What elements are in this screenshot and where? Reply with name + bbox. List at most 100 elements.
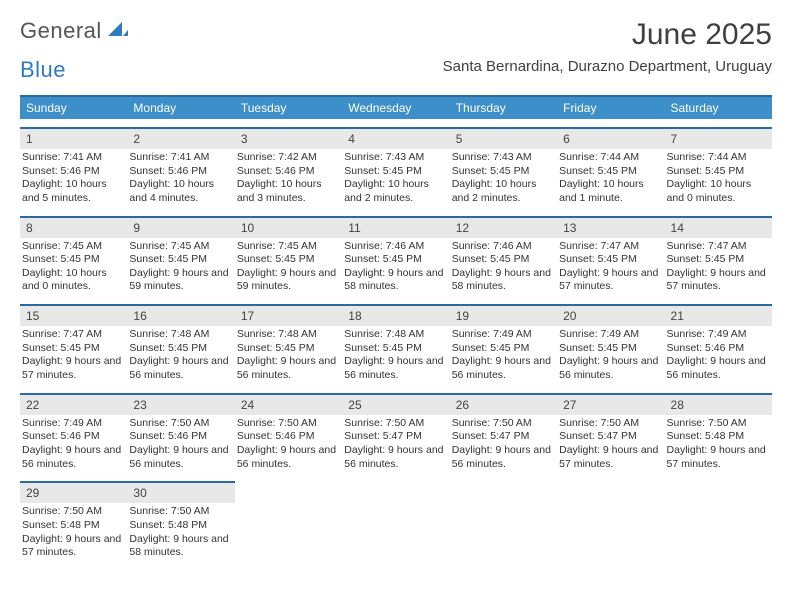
calendar-day: 13Sunrise: 7:47 AMSunset: 5:45 PMDayligh… [557,216,664,297]
weekday-header: Tuesday [235,97,342,119]
day-number: 25 [342,393,449,415]
sunrise-line: Sunrise: 7:49 AM [22,417,123,431]
day-details: Sunrise: 7:43 AMSunset: 5:45 PMDaylight:… [342,149,449,208]
day-number: 28 [665,393,772,415]
sunset-line: Sunset: 5:45 PM [344,342,445,356]
calendar-day-empty [665,481,772,562]
day-number: 6 [557,127,664,149]
calendar-day: 17Sunrise: 7:48 AMSunset: 5:45 PMDayligh… [235,304,342,385]
sunrise-line: Sunrise: 7:49 AM [667,328,768,342]
weekday-header: Saturday [665,97,772,119]
calendar-day: 11Sunrise: 7:46 AMSunset: 5:45 PMDayligh… [342,216,449,297]
day-number: 15 [20,304,127,326]
calendar-day: 1Sunrise: 7:41 AMSunset: 5:46 PMDaylight… [20,127,127,208]
day-number: 1 [20,127,127,149]
sunset-line: Sunset: 5:47 PM [559,430,660,444]
calendar-day: 4Sunrise: 7:43 AMSunset: 5:45 PMDaylight… [342,127,449,208]
calendar-day: 28Sunrise: 7:50 AMSunset: 5:48 PMDayligh… [665,393,772,474]
day-number: 21 [665,304,772,326]
sunrise-line: Sunrise: 7:47 AM [559,240,660,254]
day-details: Sunrise: 7:50 AMSunset: 5:47 PMDaylight:… [342,415,449,474]
sunrise-line: Sunrise: 7:42 AM [237,151,338,165]
day-details: Sunrise: 7:41 AMSunset: 5:46 PMDaylight:… [20,149,127,208]
day-details: Sunrise: 7:50 AMSunset: 5:47 PMDaylight:… [557,415,664,474]
sunrise-line: Sunrise: 7:44 AM [667,151,768,165]
weekday-header: Wednesday [342,97,449,119]
sunset-line: Sunset: 5:47 PM [344,430,445,444]
day-details: Sunrise: 7:50 AMSunset: 5:47 PMDaylight:… [450,415,557,474]
day-details: Sunrise: 7:48 AMSunset: 5:45 PMDaylight:… [342,326,449,385]
sunset-line: Sunset: 5:45 PM [667,253,768,267]
day-details: Sunrise: 7:41 AMSunset: 5:46 PMDaylight:… [127,149,234,208]
day-number: 18 [342,304,449,326]
calendar-week: 29Sunrise: 7:50 AMSunset: 5:48 PMDayligh… [20,481,772,562]
calendar-day: 25Sunrise: 7:50 AMSunset: 5:47 PMDayligh… [342,393,449,474]
day-details: Sunrise: 7:45 AMSunset: 5:45 PMDaylight:… [127,238,234,297]
calendar-grid: 1Sunrise: 7:41 AMSunset: 5:46 PMDaylight… [20,119,772,562]
day-details: Sunrise: 7:44 AMSunset: 5:45 PMDaylight:… [557,149,664,208]
weekday-header: Thursday [450,97,557,119]
location-subtitle: Santa Bernardina, Durazno Department, Ur… [443,58,772,75]
day-details: Sunrise: 7:47 AMSunset: 5:45 PMDaylight:… [557,238,664,297]
sunrise-line: Sunrise: 7:50 AM [452,417,553,431]
calendar-week: 8Sunrise: 7:45 AMSunset: 5:45 PMDaylight… [20,216,772,297]
calendar-week: 1Sunrise: 7:41 AMSunset: 5:46 PMDaylight… [20,127,772,208]
sunset-line: Sunset: 5:48 PM [22,519,123,533]
day-details: Sunrise: 7:48 AMSunset: 5:45 PMDaylight:… [235,326,342,385]
day-number: 8 [20,216,127,238]
daylight-line: Daylight: 10 hours and 5 minutes. [22,178,123,205]
sunset-line: Sunset: 5:45 PM [559,253,660,267]
sunrise-line: Sunrise: 7:50 AM [559,417,660,431]
daylight-line: Daylight: 10 hours and 0 minutes. [667,178,768,205]
weekday-header: Friday [557,97,664,119]
calendar-day-empty [450,481,557,562]
calendar-day-empty [557,481,664,562]
day-number: 17 [235,304,342,326]
daylight-line: Daylight: 10 hours and 2 minutes. [344,178,445,205]
day-number: 2 [127,127,234,149]
sunrise-line: Sunrise: 7:46 AM [452,240,553,254]
day-details: Sunrise: 7:46 AMSunset: 5:45 PMDaylight:… [450,238,557,297]
sunrise-line: Sunrise: 7:45 AM [129,240,230,254]
sunrise-line: Sunrise: 7:43 AM [344,151,445,165]
daylight-line: Daylight: 9 hours and 56 minutes. [129,355,230,382]
day-details: Sunrise: 7:50 AMSunset: 5:46 PMDaylight:… [235,415,342,474]
sunset-line: Sunset: 5:46 PM [129,430,230,444]
daylight-line: Daylight: 9 hours and 56 minutes. [452,444,553,471]
sunrise-line: Sunrise: 7:43 AM [452,151,553,165]
calendar-day: 30Sunrise: 7:50 AMSunset: 5:48 PMDayligh… [127,481,234,562]
day-details: Sunrise: 7:48 AMSunset: 5:45 PMDaylight:… [127,326,234,385]
sunrise-line: Sunrise: 7:49 AM [559,328,660,342]
calendar-day: 16Sunrise: 7:48 AMSunset: 5:45 PMDayligh… [127,304,234,385]
day-number: 27 [557,393,664,415]
daylight-line: Daylight: 9 hours and 56 minutes. [237,444,338,471]
day-details: Sunrise: 7:49 AMSunset: 5:46 PMDaylight:… [20,415,127,474]
day-details: Sunrise: 7:42 AMSunset: 5:46 PMDaylight:… [235,149,342,208]
day-number: 24 [235,393,342,415]
sunset-line: Sunset: 5:45 PM [667,165,768,179]
calendar-day: 24Sunrise: 7:50 AMSunset: 5:46 PMDayligh… [235,393,342,474]
calendar-day: 29Sunrise: 7:50 AMSunset: 5:48 PMDayligh… [20,481,127,562]
sunset-line: Sunset: 5:45 PM [237,253,338,267]
sunrise-line: Sunrise: 7:49 AM [452,328,553,342]
sunset-line: Sunset: 5:46 PM [129,165,230,179]
month-title: June 2025 [443,18,772,52]
day-number: 12 [450,216,557,238]
calendar-day-empty [235,481,342,562]
sunset-line: Sunset: 5:45 PM [22,253,123,267]
day-number: 9 [127,216,234,238]
day-number: 5 [450,127,557,149]
sunrise-line: Sunrise: 7:41 AM [129,151,230,165]
day-number: 22 [20,393,127,415]
daylight-line: Daylight: 9 hours and 56 minutes. [237,355,338,382]
daylight-line: Daylight: 9 hours and 56 minutes. [344,444,445,471]
daylight-line: Daylight: 9 hours and 57 minutes. [559,444,660,471]
sunrise-line: Sunrise: 7:48 AM [237,328,338,342]
day-details: Sunrise: 7:47 AMSunset: 5:45 PMDaylight:… [20,326,127,385]
sunrise-line: Sunrise: 7:41 AM [22,151,123,165]
logo-text-blue: Blue [20,57,66,83]
sunset-line: Sunset: 5:45 PM [452,253,553,267]
calendar-day: 18Sunrise: 7:48 AMSunset: 5:45 PMDayligh… [342,304,449,385]
day-details: Sunrise: 7:49 AMSunset: 5:46 PMDaylight:… [665,326,772,385]
calendar-day: 22Sunrise: 7:49 AMSunset: 5:46 PMDayligh… [20,393,127,474]
